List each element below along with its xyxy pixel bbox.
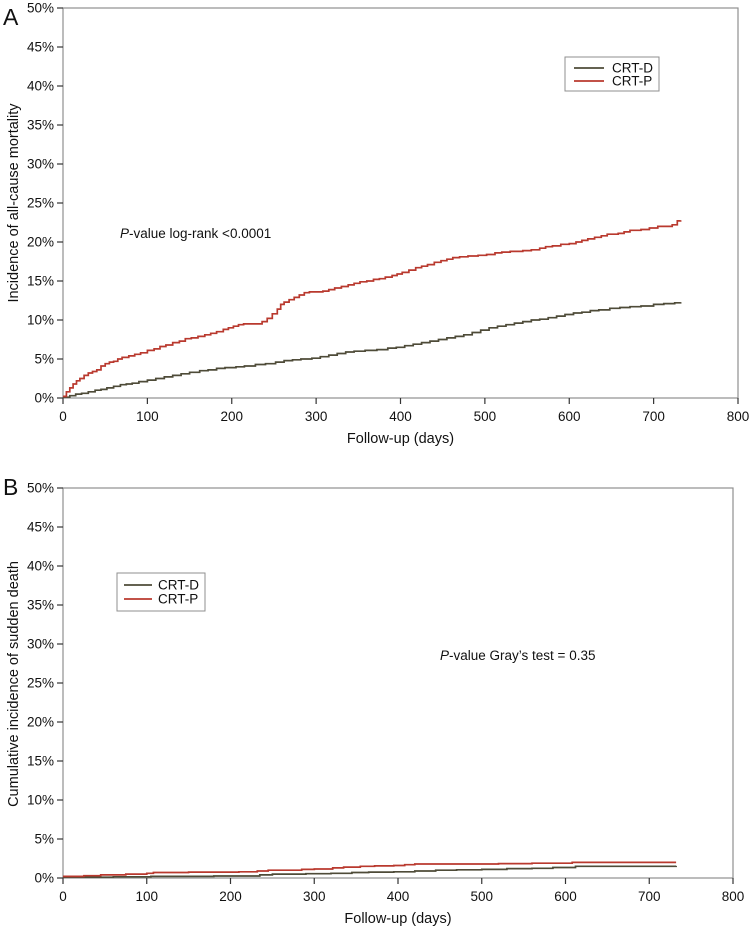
legend-label-crt-p: CRT-P bbox=[158, 592, 198, 607]
x-tick-label: 800 bbox=[722, 889, 745, 904]
x-axis-label: Follow-up (days) bbox=[344, 911, 451, 927]
series-curve-crt-d bbox=[63, 865, 677, 879]
plot-border bbox=[62, 487, 734, 879]
legend-label-crt-p: CRT-P bbox=[612, 74, 652, 89]
y-tick-label: 30% bbox=[27, 637, 54, 652]
panel-B: 0% 5% 10% 15% 20% 25% 30% 35% 40% 45% 50% 0 100 200 30… bbox=[3, 474, 744, 927]
y-axis-label: Cumulative incidence of sudden death bbox=[6, 561, 22, 807]
y-tick-label: 25% bbox=[27, 196, 54, 211]
x-tick-label: 0 bbox=[59, 409, 67, 424]
y-tick-label: 45% bbox=[27, 40, 54, 55]
y-tick-label: 50% bbox=[27, 1, 54, 16]
panel-A: 0% 5% 10% 15% 20% 25% 30% 35% 40% 45% 50% 0 100 200 30… bbox=[3, 1, 749, 448]
y-tick-label: 30% bbox=[27, 157, 54, 172]
x-tick-label: 100 bbox=[135, 889, 158, 904]
x-tick-label: 0 bbox=[59, 889, 67, 904]
x-tick-label: 300 bbox=[303, 889, 326, 904]
series-curve-crt-p bbox=[63, 861, 677, 878]
x-tick-label: 400 bbox=[389, 409, 412, 424]
y-tick-label: 15% bbox=[27, 274, 54, 289]
panel-letter-B: B bbox=[3, 474, 18, 500]
x-tick-label: 600 bbox=[558, 409, 581, 424]
x-tick-label: 400 bbox=[387, 889, 410, 904]
y-tick-label: 10% bbox=[27, 793, 54, 808]
series-curve-crt-p bbox=[63, 220, 682, 398]
y-tick-label: 15% bbox=[27, 754, 54, 769]
x-axis-label: Follow-up (days) bbox=[347, 431, 454, 447]
y-tick-label: 20% bbox=[27, 235, 54, 250]
x-tick-label: 600 bbox=[554, 889, 577, 904]
y-tick-label: 50% bbox=[27, 481, 54, 496]
y-tick-label: 25% bbox=[27, 676, 54, 691]
x-tick-label: 800 bbox=[727, 409, 750, 424]
y-tick-label: 40% bbox=[27, 559, 54, 574]
p-value-annotation: P-value Gray’s test = 0.35 bbox=[440, 648, 595, 663]
y-tick-label: 5% bbox=[34, 832, 54, 847]
y-tick-label: 5% bbox=[34, 352, 54, 367]
y-tick-label: 35% bbox=[27, 118, 54, 133]
p-value-annotation: P-value log-rank <0.0001 bbox=[120, 226, 271, 241]
x-tick-label: 500 bbox=[474, 409, 497, 424]
legend-label-crt-d: CRT-D bbox=[158, 578, 199, 593]
x-tick-label: 700 bbox=[638, 889, 661, 904]
x-tick-label: 500 bbox=[470, 889, 493, 904]
panel-letter-A: A bbox=[3, 4, 19, 30]
x-tick-label: 200 bbox=[219, 889, 242, 904]
y-tick-label: 10% bbox=[27, 313, 54, 328]
y-axis-label: Incidence of all-cause mortality bbox=[6, 103, 22, 303]
y-tick-label: 0% bbox=[34, 871, 54, 886]
y-tick-label: 35% bbox=[27, 598, 54, 613]
legend-box bbox=[116, 572, 206, 612]
legend-box bbox=[564, 56, 660, 92]
y-tick-label: 45% bbox=[27, 520, 54, 535]
x-tick-label: 100 bbox=[136, 409, 159, 424]
x-tick-label: 200 bbox=[220, 409, 243, 424]
legend-label-crt-d: CRT-D bbox=[612, 61, 653, 76]
y-tick-label: 20% bbox=[27, 715, 54, 730]
x-tick-label: 300 bbox=[305, 409, 328, 424]
series-curve-crt-d bbox=[63, 301, 682, 399]
x-tick-label: 700 bbox=[642, 409, 665, 424]
y-tick-label: 40% bbox=[27, 79, 54, 94]
y-tick-label: 0% bbox=[34, 391, 54, 406]
